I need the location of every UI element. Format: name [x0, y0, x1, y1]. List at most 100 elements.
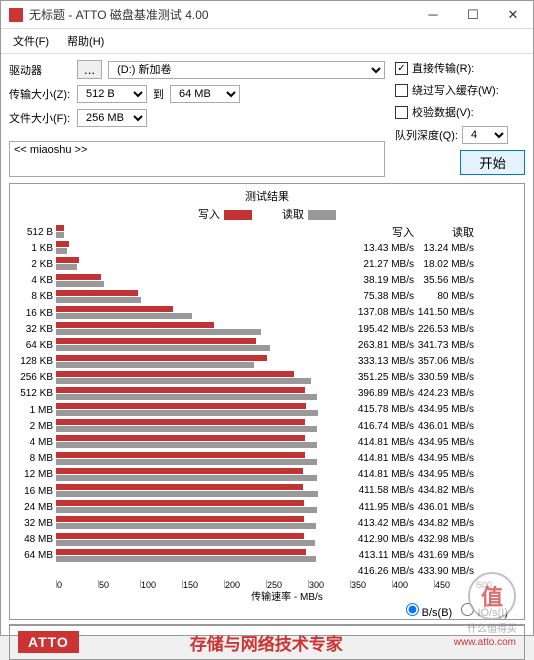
bar-label: 1 MB [16, 405, 56, 416]
read-bar [56, 442, 317, 448]
read-value: 357.06 MB/s [414, 356, 474, 367]
menu-file[interactable]: 文件(F) [5, 31, 57, 51]
bar-label: 32 KB [16, 324, 56, 335]
read-swatch [308, 210, 336, 220]
value-row: 38.19 MB/s35.56 MB/s [356, 272, 518, 288]
read-bar [56, 248, 67, 254]
drive-select[interactable]: (D:) 新加卷 [108, 61, 385, 79]
menu-help[interactable]: 帮助(H) [59, 31, 112, 51]
write-value: 413.11 MB/s [356, 550, 414, 561]
bar-row: 1 KB [16, 240, 356, 256]
bar-row: 32 KB [16, 321, 356, 337]
direct-label: 直接传输(R): [412, 60, 474, 76]
value-row: 414.81 MB/s434.95 MB/s [356, 450, 518, 466]
bar-label: 24 MB [16, 502, 56, 513]
write-value: 195.42 MB/s [356, 324, 414, 335]
bar-row: 1 MB [16, 402, 356, 418]
bar-label: 64 KB [16, 340, 56, 351]
read-value: 141.50 MB/s [414, 307, 474, 318]
queue-label: 队列深度(Q): [395, 127, 458, 143]
bypass-checkbox[interactable] [395, 84, 408, 97]
start-button[interactable]: 开始 [460, 150, 525, 175]
write-value: 38.19 MB/s [356, 275, 414, 286]
read-value: 330.59 MB/s [414, 372, 474, 383]
read-bar [56, 313, 192, 319]
verify-checkbox[interactable] [395, 106, 408, 119]
bar-label: 8 MB [16, 453, 56, 464]
description-input[interactable]: << miaoshu >> [9, 141, 385, 177]
write-value: 414.81 MB/s [356, 437, 414, 448]
value-row: 333.13 MB/s357.06 MB/s [356, 353, 518, 369]
read-value: 434.95 MB/s [414, 453, 474, 464]
results-panel: 测试结果 写入 读取 512 B1 KB2 KB4 KB8 KB16 KB32 … [9, 183, 525, 620]
x-axis-ticks: 050100150200250300350400450500 [16, 580, 518, 588]
write-bar [56, 484, 303, 490]
write-value: 396.89 MB/s [356, 388, 414, 399]
bar-row: 2 KB [16, 256, 356, 272]
minimize-button[interactable]: ─ [413, 1, 453, 29]
bar-label: 512 B [16, 227, 56, 238]
bar-label: 12 MB [16, 469, 56, 480]
xfer-to-select[interactable]: 64 MB [170, 85, 240, 103]
write-bar [56, 306, 173, 312]
write-value: 263.81 MB/s [356, 340, 414, 351]
read-bar [56, 556, 316, 562]
value-row: 263.81 MB/s341.73 MB/s [356, 337, 518, 353]
watermark: 值 什么值得买 [456, 572, 528, 630]
bar-row: 12 MB [16, 467, 356, 483]
to-label: 到 [153, 86, 164, 102]
value-row: 413.42 MB/s434.82 MB/s [356, 515, 518, 531]
write-bar [56, 225, 64, 231]
axis-tick: 200 [224, 580, 266, 588]
bar-row: 2 MB [16, 418, 356, 434]
read-bar [56, 329, 261, 335]
write-value: 414.81 MB/s [356, 453, 414, 464]
footer: ATTO 存储与网络技术专家 www.atto.com [9, 624, 525, 660]
bar-label: 2 MB [16, 421, 56, 432]
write-bar [56, 387, 305, 393]
bar-label: 4 KB [16, 275, 56, 286]
read-bar [56, 540, 315, 546]
read-value: 431.69 MB/s [414, 550, 474, 561]
read-value: 434.82 MB/s [414, 485, 474, 496]
window-title: 无标题 - ATTO 磁盘基准测试 4.00 [29, 6, 413, 23]
write-value: 416.74 MB/s [356, 421, 414, 432]
read-value: 434.82 MB/s [414, 518, 474, 529]
bar-row: 64 KB [16, 337, 356, 353]
read-value: 18.02 MB/s [414, 259, 474, 270]
write-value: 413.42 MB/s [356, 518, 414, 529]
bar-row: 256 KB [16, 370, 356, 386]
read-bar [56, 264, 77, 270]
queue-depth-select[interactable]: 4 [462, 126, 508, 144]
read-bar [56, 459, 317, 465]
bar-label: 48 MB [16, 534, 56, 545]
value-row: 414.81 MB/s434.95 MB/s [356, 434, 518, 450]
bar-label: 256 KB [16, 372, 56, 383]
col-write-header: 写入 [356, 224, 414, 240]
bar-row: 512 B [16, 224, 356, 240]
read-bar [56, 491, 318, 497]
write-value: 411.58 MB/s [356, 485, 414, 496]
read-value: 13.24 MB/s [414, 243, 474, 254]
file-size-select[interactable]: 256 MB [77, 109, 147, 127]
footer-slogan: 存储与网络技术专家 [190, 630, 343, 655]
read-value: 436.01 MB/s [414, 421, 474, 432]
write-bar [56, 355, 267, 361]
close-button[interactable]: ✕ [493, 1, 533, 29]
radio-bs[interactable]: B/s(B) [406, 607, 453, 619]
legend-write-label: 写入 [198, 209, 220, 221]
read-value: 341.73 MB/s [414, 340, 474, 351]
browse-button[interactable]: ... [77, 60, 102, 79]
maximize-button[interactable]: ☐ [453, 1, 493, 29]
value-row: 195.42 MB/s226.53 MB/s [356, 321, 518, 337]
bar-chart: 512 B1 KB2 KB4 KB8 KB16 KB32 KB64 KB128 … [16, 224, 356, 580]
value-row: 411.58 MB/s434.82 MB/s [356, 483, 518, 499]
bar-label: 32 MB [16, 518, 56, 529]
value-row: 137.08 MB/s141.50 MB/s [356, 305, 518, 321]
bar-label: 16 KB [16, 308, 56, 319]
app-icon [9, 8, 23, 22]
xfer-from-select[interactable]: 512 B [77, 85, 147, 103]
read-bar [56, 507, 317, 513]
atto-logo: ATTO [18, 631, 79, 653]
direct-checkbox[interactable]: ✓ [395, 62, 408, 75]
